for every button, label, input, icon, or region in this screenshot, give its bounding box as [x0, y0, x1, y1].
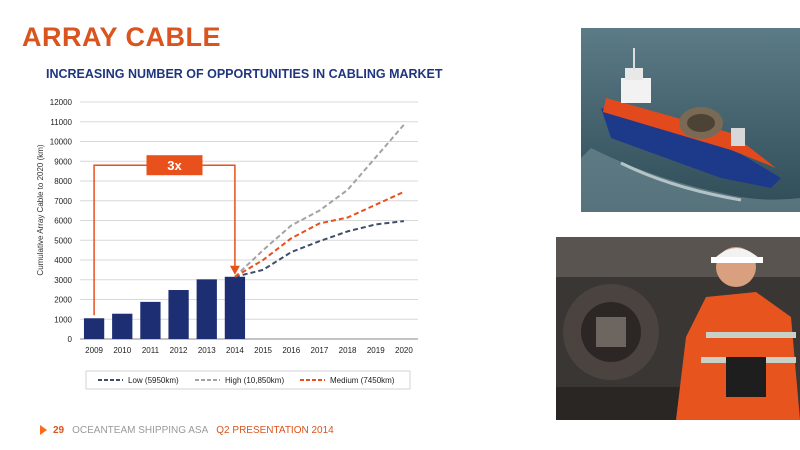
x-tick-label: 2013	[198, 346, 216, 355]
presentation-name: Q2 PRESENTATION 2014	[216, 425, 334, 436]
y-tick-label: 3000	[54, 276, 72, 285]
projection-lines	[234, 124, 405, 278]
legend-label: High (10,850km)	[225, 376, 284, 385]
series-line	[234, 124, 405, 278]
offshore-worker-photo	[556, 237, 800, 420]
x-tick-label: 2011	[142, 346, 160, 355]
y-tick-label: 10000	[50, 138, 73, 147]
bar	[196, 279, 217, 339]
series-line	[234, 190, 405, 278]
x-tick-label: 2015	[254, 346, 272, 355]
slide-title: ARRAY CABLE	[22, 22, 222, 52]
y-tick-label: 6000	[54, 217, 72, 226]
legend-box	[85, 370, 411, 390]
y-tick-label: 4000	[54, 256, 72, 265]
y-axis-ticks: 0 1000 2000 3000 4000 5000 6000 7000 8000 9000 100…	[50, 98, 73, 344]
legend-label: Medium (7450km)	[330, 376, 395, 385]
x-tick-label: 2014	[226, 346, 244, 355]
bar-series	[83, 276, 246, 339]
company-name: OCEANTEAM SHIPPING ASA	[72, 425, 209, 436]
y-tick-label: 2000	[54, 296, 72, 305]
play-arrow-icon	[40, 425, 47, 436]
legend-label: Low (5950km)	[128, 376, 179, 385]
y-tick-label: 12000	[50, 98, 73, 107]
y-tick-label: 11000	[50, 118, 72, 127]
cable-vessel-photo	[581, 28, 800, 212]
bar	[83, 318, 105, 339]
page-number: 29	[53, 425, 65, 436]
slide-footer: 29 OCEANTEAM SHIPPING ASA Q2 PRESENTATION …	[40, 425, 334, 436]
chart-legend: Low (5950km) High (10,850km) Medium (7450k…	[85, 370, 411, 390]
y-tick-label: 9000	[54, 157, 72, 166]
annotation-arrowhead	[229, 265, 240, 275]
annotation-label-box	[146, 155, 203, 176]
bar	[140, 301, 161, 339]
chart-grid	[80, 101, 418, 340]
x-tick-label: 2018	[339, 346, 357, 355]
y-axis-label: Cumulative Array Cable to 2020 (km)	[36, 144, 45, 276]
y-tick-label: 7000	[54, 197, 72, 206]
x-tick-label: 2017	[311, 346, 329, 355]
bar	[112, 313, 133, 339]
y-tick-label: 0	[68, 335, 73, 344]
x-tick-label: 2020	[395, 346, 413, 355]
y-tick-label: 5000	[54, 236, 72, 245]
slide-subtitle: INCREASING NUMBER OF OPPORTUNITIES IN CA…	[46, 67, 443, 81]
annotation-label: 3x	[167, 158, 182, 173]
x-axis-ticks: 2009 2010 2011 2012 2013 2014 2015 2016 2017 2018…	[85, 346, 413, 355]
bar	[224, 276, 246, 339]
x-tick-label: 2016	[282, 346, 300, 355]
y-tick-label: 8000	[54, 177, 72, 186]
x-tick-label: 2010	[113, 346, 131, 355]
growth-annotation: 3x	[93, 155, 240, 316]
x-tick-label: 2019	[367, 346, 385, 355]
x-tick-label: 2012	[170, 346, 188, 355]
y-tick-label: 1000	[54, 315, 72, 324]
x-tick-label: 2009	[85, 346, 103, 355]
bar	[168, 290, 189, 339]
series-line	[234, 220, 405, 278]
